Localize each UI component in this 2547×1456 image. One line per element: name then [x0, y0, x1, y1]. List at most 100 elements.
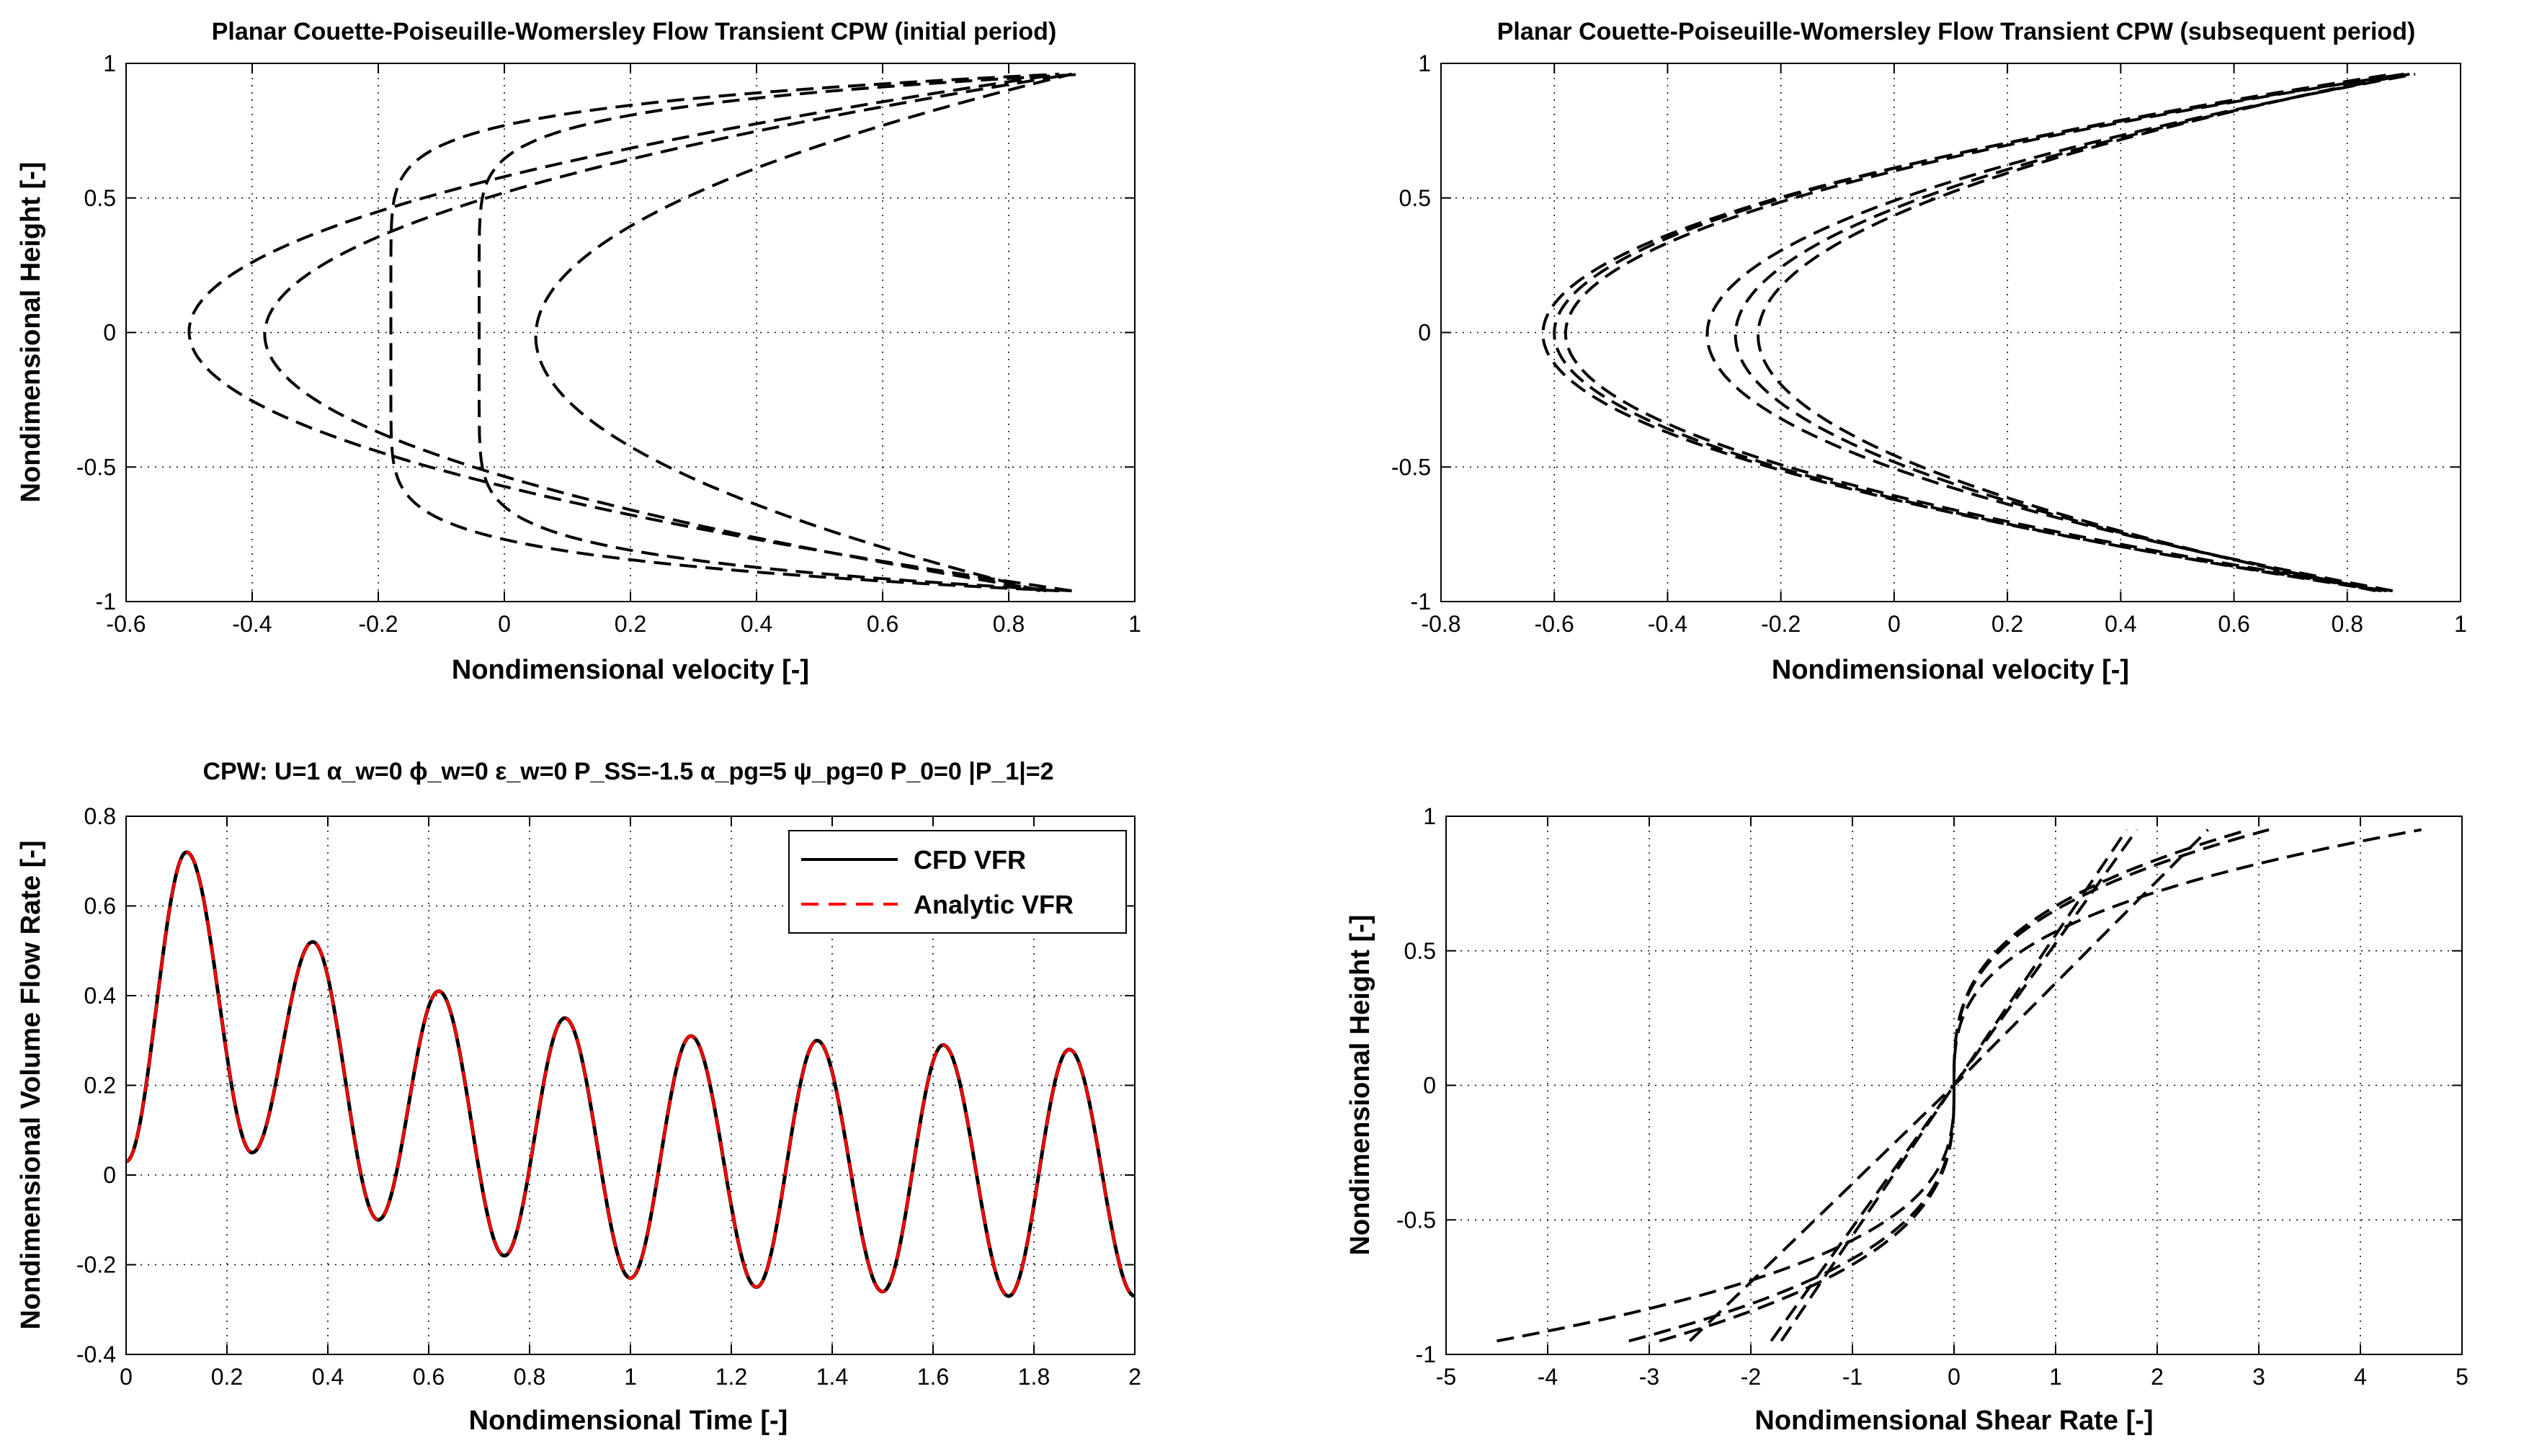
x-tick-label: -3 [1639, 1364, 1659, 1390]
plot-volume-flow-rate: CPW: U=1 α_w=0 ϕ_w=0 ε_w=0 P_SS=-1.5 α_p… [16, 758, 1141, 1436]
y-tick-label: 0.5 [1404, 938, 1436, 964]
y-tick-label: 0.8 [84, 803, 116, 829]
profile-line-4 [534, 72, 1072, 593]
y-tick-label: -0.5 [76, 454, 116, 480]
x-tick-label: 0.2 [615, 611, 646, 637]
legend-label-cfd: CFD VFR [914, 845, 1026, 875]
x-tick-label: 0 [1948, 1364, 1961, 1390]
y-tick-labels: -1 -0.5 0 0.5 1 [76, 50, 116, 615]
chart-title: CPW: U=1 α_w=0 ϕ_w=0 ε_w=0 P_SS=-1.5 α_p… [202, 758, 1053, 785]
profile-lines [1541, 72, 2416, 593]
plot-subsequent-period: Planar Couette-Poiseuille-Womersley Flow… [1391, 18, 2467, 685]
profile-line-1 [1553, 72, 2394, 593]
y-tick-label: 0.4 [84, 983, 116, 1009]
profile-line-5 [1757, 72, 2404, 593]
x-tick-label: 1 [2049, 1364, 2062, 1390]
y-tick-label: 0.6 [84, 893, 116, 919]
profile-line-2 [1564, 72, 2404, 593]
legend: CFD VFR Analytic VFR [788, 830, 1127, 934]
shear-line-5 [1770, 829, 2128, 1342]
profile-line-3 [1705, 72, 2416, 593]
x-tick-label: 0.6 [867, 611, 898, 637]
legend-label-analytic: Analytic VFR [914, 890, 1074, 919]
x-tick-label: 2 [1128, 1364, 1141, 1390]
x-axis-label: Nondimensional velocity [-] [452, 655, 809, 685]
y-tick-labels: -1 -0.5 0 0.5 1 [1391, 50, 1431, 615]
x-tick-label: 0.8 [2332, 611, 2363, 637]
profile-line-2 [389, 72, 1060, 593]
y-tick-label: 1 [103, 50, 116, 76]
x-tick-label: -0.4 [232, 611, 272, 637]
x-tick-label: -0.4 [1648, 611, 1687, 637]
shear-line-1 [1628, 828, 2249, 1343]
legend-box [788, 830, 1127, 934]
x-tick-label: 0.6 [2218, 611, 2249, 637]
x-tick-label: 1.8 [1018, 1364, 1050, 1390]
plot-shear-rate: -5 -4 -3 -2 -1 0 1 2 3 4 5 -1 -0.5 0 0.5 1 Nondimensio… [1345, 803, 2468, 1436]
shear-lines [1496, 828, 2422, 1343]
chart-title: Planar Couette-Poiseuille-Womersley Flow… [1497, 18, 2416, 45]
axes-frame [1445, 816, 2463, 1355]
x-tick-label: 1.6 [917, 1364, 949, 1390]
plot-initial-period: Planar Couette-Poiseuille-Womersley Flow… [16, 18, 1141, 685]
profile-line-4 [1734, 72, 2410, 593]
x-tick-labels: -5 -4 -3 -2 -1 0 1 2 3 4 5 [1436, 1364, 2468, 1390]
x-tick-label: 0.2 [211, 1364, 243, 1390]
y-tick-label: 1 [1418, 50, 1431, 76]
y-tick-label: 0 [103, 1162, 116, 1188]
x-tick-label: 0.4 [312, 1364, 344, 1390]
x-tick-label: 3 [2252, 1364, 2265, 1390]
x-tick-labels: 0 0.2 0.4 0.6 0.8 1 1.2 1.4 1.6 1.8 2 [120, 1364, 1141, 1390]
chart-title: Planar Couette-Poiseuille-Womersley Flow… [212, 18, 1057, 45]
x-tick-label: 0.2 [1991, 611, 2023, 637]
x-tick-label: -0.2 [1761, 611, 1801, 637]
y-tick-label: -0.5 [1391, 454, 1431, 480]
x-axis-label: Nondimensional Shear Rate [-] [1754, 1406, 2153, 1436]
profile-line-3 [478, 72, 1085, 593]
x-tick-labels: -0.6 -0.4 -0.2 0 0.2 0.4 0.6 0.8 1 [106, 611, 1141, 637]
x-tick-label: 1 [1128, 611, 1141, 637]
grid [125, 63, 1136, 602]
y-tick-label: 0.2 [84, 1073, 116, 1099]
x-tick-labels: -0.8 -0.6 -0.4 -0.2 0 0.2 0.4 0.6 0.8 1 [1421, 611, 2466, 637]
profile-line-0 [187, 72, 1072, 593]
x-tick-label: 0.6 [413, 1364, 445, 1390]
x-tick-label: 0 [120, 1364, 133, 1390]
grid [1440, 63, 2461, 602]
y-tick-label: -1 [96, 589, 116, 615]
x-tick-label: 0.4 [2105, 611, 2136, 637]
y-tick-labels: -0.4 -0.2 0 0.2 0.4 0.6 0.8 [76, 803, 116, 1367]
x-tick-label: 0 [498, 611, 511, 637]
y-tick-label: -0.2 [76, 1252, 116, 1278]
shear-line-4 [1780, 829, 2138, 1342]
y-axis-label: Nondimensional Height [-] [1345, 915, 1375, 1256]
shear-line-0 [1496, 828, 2422, 1343]
axes-frame [125, 816, 1136, 1355]
series-lines [125, 850, 1136, 1298]
x-tick-label: 1 [2454, 611, 2467, 637]
y-tick-label: 0 [1423, 1073, 1436, 1099]
profile-lines [187, 72, 1085, 593]
x-tick-label: -0.6 [106, 611, 146, 637]
y-tick-label: 0.5 [1399, 185, 1431, 211]
y-axis-label: Nondimensional Height [-] [16, 162, 46, 503]
series-line-analytic [125, 850, 1136, 1298]
x-tick-label: 1 [624, 1364, 637, 1390]
y-tick-label: -0.4 [76, 1341, 116, 1367]
y-axis-label: Nondimensional Volume Flow Rate [-] [16, 840, 46, 1329]
shear-line-3 [1689, 829, 2209, 1342]
y-tick-labels: -1 -0.5 0 0.5 1 [1396, 803, 1436, 1367]
x-tick-label: -0.2 [358, 611, 398, 637]
x-axis-label: Nondimensional Time [-] [469, 1406, 788, 1436]
x-tick-label: -2 [1741, 1364, 1761, 1390]
x-tick-label: 0.4 [741, 611, 772, 637]
x-tick-label: 4 [2354, 1364, 2367, 1390]
x-tick-label: -5 [1436, 1364, 1456, 1390]
x-tick-label: 1.4 [816, 1364, 848, 1390]
x-tick-label: 0.8 [514, 1364, 545, 1390]
y-tick-label: 1 [1423, 803, 1436, 829]
y-tick-label: 0.5 [84, 185, 116, 211]
y-tick-label: -0.5 [1396, 1207, 1436, 1233]
x-tick-label: 0 [1888, 611, 1901, 637]
